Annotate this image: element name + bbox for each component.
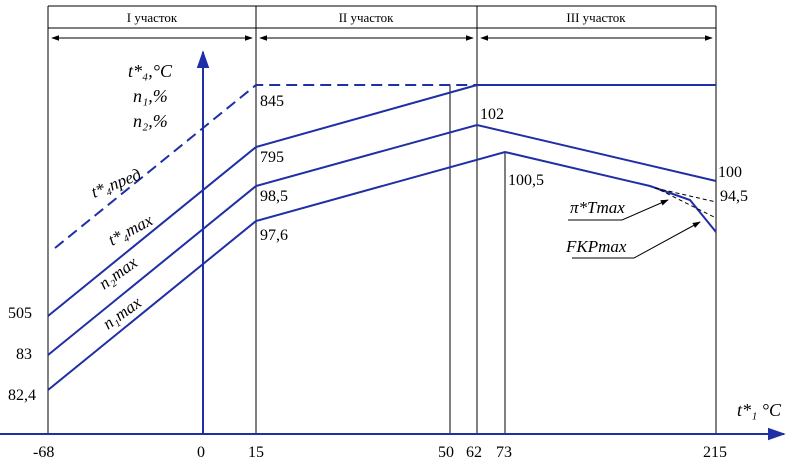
extrap-fkp-line	[659, 189, 717, 219]
section-label-1: I участок	[127, 10, 178, 25]
leader-lines	[568, 199, 701, 259]
value-97-6: 97,6	[260, 227, 288, 244]
leader-fkp	[572, 221, 701, 259]
y-tick-82-4: 82,4	[8, 387, 36, 404]
x-axis-label: t*₁ °C	[737, 400, 782, 420]
leader-pi	[568, 199, 669, 221]
value-98-5: 98,5	[260, 188, 288, 205]
label-fkp-max: FKPmax	[565, 237, 627, 256]
value-100-5: 100,5	[508, 172, 544, 189]
section-frame	[47, 5, 717, 434]
x-tick-15: 15	[248, 444, 264, 461]
x-tick-215: 215	[703, 444, 727, 461]
value-845: 845	[260, 93, 284, 110]
value-102: 102	[480, 106, 504, 123]
x-tick-minus68: -68	[33, 444, 54, 461]
value-795: 795	[260, 149, 284, 166]
x-tick-73: 73	[496, 444, 512, 461]
curve-t4pred	[54, 84, 477, 249]
curve-t4max	[47, 84, 478, 317]
x-tick-62: 62	[466, 444, 482, 461]
value-94-5: 94,5	[720, 188, 748, 205]
curve-n2max	[47, 123, 717, 356]
x-tick-labels: -68 0 15 50 62 73 215	[33, 444, 727, 461]
extrapolation-lines	[654, 187, 717, 219]
section-label-2: II участок	[339, 10, 394, 25]
label-pi-tmax: π*Tmax	[570, 198, 625, 217]
y-tick-labels: 505 83 82,4	[8, 305, 36, 404]
y-tick-505: 505	[8, 305, 32, 322]
y-axis-label-1: t*₄,°C	[128, 61, 173, 81]
y-tick-83: 83	[16, 346, 32, 363]
section-label-3: III участок	[566, 10, 626, 25]
label-t4pred: t*₄пред	[88, 165, 144, 202]
curves	[47, 84, 717, 391]
label-t4max: t*₄max	[105, 210, 156, 249]
x-tick-0: 0	[197, 444, 205, 461]
extrap-pi-line	[654, 187, 717, 203]
label-n1max: n₁max	[99, 292, 145, 333]
y-axis-label-3: n₂,%	[133, 111, 168, 131]
y-axis-label-2: n₁,%	[133, 86, 168, 106]
curve-n1max	[47, 150, 717, 391]
value-labels: 845 795 98,5 97,6 102 100,5 100 94,5	[260, 93, 748, 244]
value-100: 100	[718, 164, 742, 181]
x-tick-50: 50	[438, 444, 454, 461]
